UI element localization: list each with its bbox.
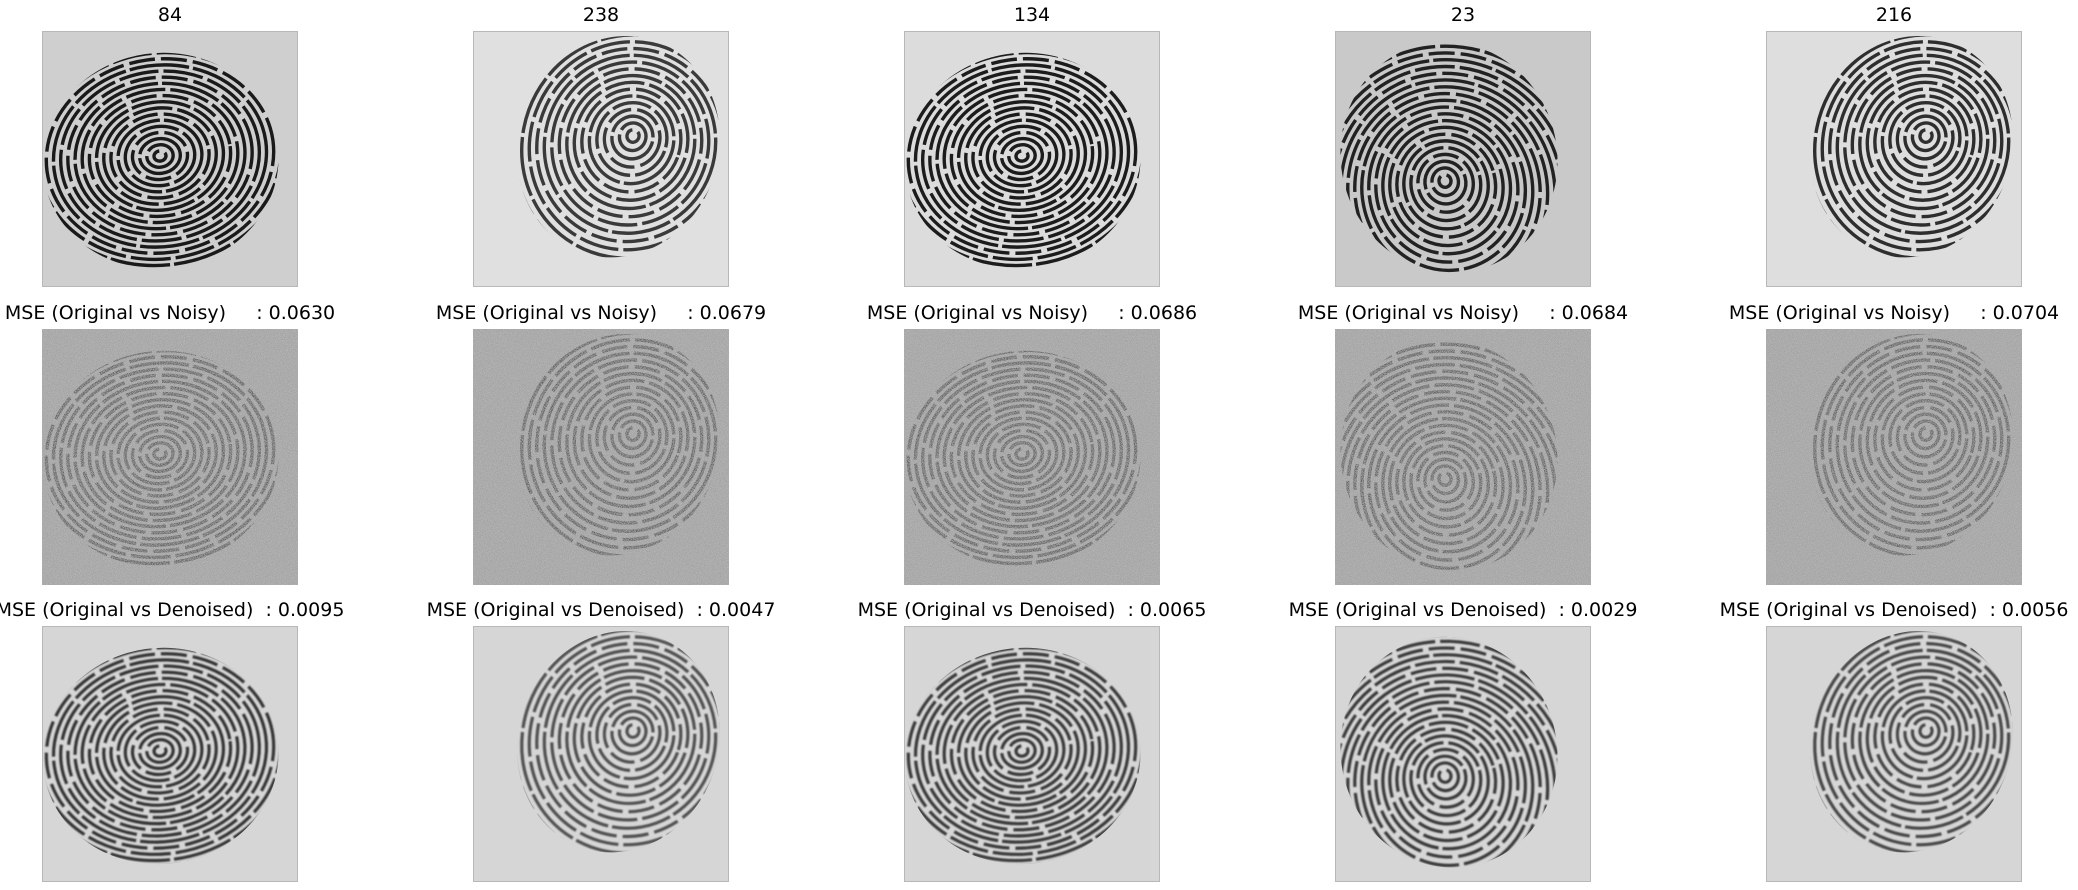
- fingerprint-svg: [42, 31, 298, 287]
- panel-title-noisy-mse: MSE (Original vs Noisy) : 0.0679: [401, 302, 801, 324]
- noisy-fingerprint-image: [904, 329, 1160, 585]
- noisy-fingerprint-image: [1766, 329, 2022, 585]
- panel-title-denoised-mse: MSE (Original vs Denoised) : 0.0065: [832, 599, 1232, 621]
- fingerprint-svg: [1766, 626, 2022, 882]
- fingerprint-svg: [42, 329, 298, 585]
- fingerprint-svg: [473, 626, 729, 882]
- fingerprint-svg: [1335, 626, 1591, 882]
- denoised-fingerprint-image: [473, 626, 729, 882]
- panel-title-denoised-mse: MSE (Original vs Denoised) : 0.0056: [1694, 599, 2078, 621]
- panel-title-denoised-mse: MSE (Original vs Denoised) : 0.0029: [1263, 599, 1663, 621]
- original-fingerprint-image: [42, 31, 298, 287]
- fingerprint-svg: [1335, 329, 1591, 585]
- panel-title-original: 216: [1694, 4, 2078, 26]
- fingerprint-svg: [473, 329, 729, 585]
- fingerprint-svg: [473, 31, 729, 287]
- original-fingerprint-image: [1335, 31, 1591, 287]
- panel-title-noisy-mse: MSE (Original vs Noisy) : 0.0704: [1694, 302, 2078, 324]
- column-4: 23 MSE (Original vs Noisy) : 0.0684 MSE …: [1263, 0, 1663, 890]
- panel-title-original: 84: [0, 4, 370, 26]
- panel-title-denoised-mse: MSE (Original vs Denoised) : 0.0047: [401, 599, 801, 621]
- denoised-fingerprint-image: [1766, 626, 2022, 882]
- noisy-fingerprint-image: [473, 329, 729, 585]
- original-fingerprint-image: [1766, 31, 2022, 287]
- panel-title-denoised-mse: MSE (Original vs Denoised) : 0.0095: [0, 599, 370, 621]
- fingerprint-svg: [904, 31, 1160, 287]
- noisy-fingerprint-image: [42, 329, 298, 585]
- panel-title-original: 23: [1263, 4, 1663, 26]
- fingerprint-svg: [1335, 31, 1591, 287]
- original-fingerprint-image: [473, 31, 729, 287]
- panel-title-noisy-mse: MSE (Original vs Noisy) : 0.0630: [0, 302, 370, 324]
- fingerprint-svg: [1766, 31, 2022, 287]
- panel-title-original: 238: [401, 4, 801, 26]
- fingerprint-svg: [1766, 329, 2022, 585]
- denoised-fingerprint-image: [904, 626, 1160, 882]
- column-2: 238 MSE (Original vs Noisy) : 0.0679 MSE…: [401, 0, 801, 890]
- denoised-fingerprint-image: [42, 626, 298, 882]
- fingerprint-svg: [904, 626, 1160, 882]
- panel-title-noisy-mse: MSE (Original vs Noisy) : 0.0684: [1263, 302, 1663, 324]
- original-fingerprint-image: [904, 31, 1160, 287]
- column-1: 84 MSE (Original vs Noisy) : 0.0630 MSE …: [0, 0, 370, 890]
- column-5: 216 MSE (Original vs Noisy) : 0.0704 MSE…: [1694, 0, 2078, 890]
- denoised-fingerprint-image: [1335, 626, 1591, 882]
- column-3: 134 MSE (Original vs Noisy) : 0.0686 MSE…: [832, 0, 1232, 890]
- panel-title-noisy-mse: MSE (Original vs Noisy) : 0.0686: [832, 302, 1232, 324]
- noisy-fingerprint-image: [1335, 329, 1591, 585]
- fingerprint-svg: [42, 626, 298, 882]
- fingerprint-svg: [904, 329, 1160, 585]
- panel-title-original: 134: [832, 4, 1232, 26]
